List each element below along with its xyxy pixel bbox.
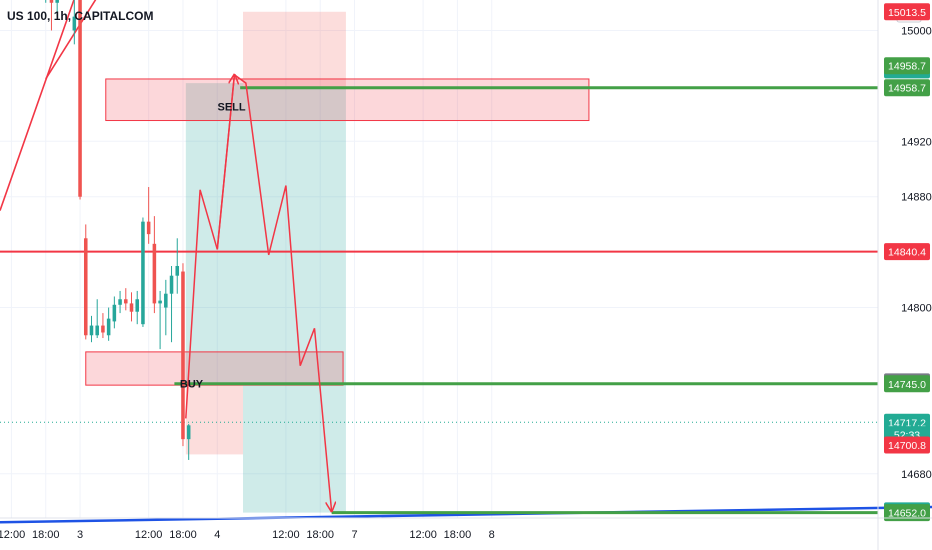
candle-body: [49, 0, 54, 3]
trendline: [0, 505, 932, 524]
price-tag: [884, 79, 930, 97]
candle-body: [152, 243, 157, 304]
candle-body: [158, 300, 162, 304]
price-tag-label: 14958.7: [888, 83, 926, 95]
price-tag: [884, 243, 930, 261]
price-tag: [884, 436, 930, 454]
candle-body: [55, 0, 59, 3]
candle-body: [146, 221, 151, 235]
price-tag-label: 14958.7: [888, 61, 926, 73]
zone-rect-sell: [105, 78, 590, 122]
candles: [45, 0, 191, 460]
price-tick-label: 14800.0: [901, 303, 932, 315]
time-tick-label: 12:00: [272, 529, 300, 541]
candle-body: [95, 325, 99, 336]
time-tick-label: 4: [214, 529, 220, 541]
candle-body: [106, 318, 111, 336]
zone-rect-buy: [85, 351, 344, 386]
trendline: [45, 0, 97, 80]
time-tick-label: 12:00: [0, 529, 25, 541]
price-tag: [884, 3, 930, 21]
price-tick-label: 14880.0: [901, 192, 932, 204]
candle-body: [89, 325, 94, 336]
price-tick-label: 14680.0: [901, 469, 932, 481]
zone-label-sell: SELL: [218, 102, 246, 114]
projection-polyline: [185, 73, 332, 511]
long-position-profit-zone: [185, 83, 244, 384]
candle-body: [135, 299, 139, 312]
candle-body: [124, 299, 128, 304]
candle-body: [78, 0, 82, 197]
candle-body: [72, 16, 77, 31]
chart-title-group: US 100, 1h, CAPITALCOM: [7, 9, 153, 23]
zone-labels: SELL BUY: [180, 102, 246, 391]
projection-path: [185, 73, 332, 511]
price-tick-label: 15000.0: [901, 25, 932, 37]
time-tick-label: 18:00: [306, 529, 334, 541]
chart-title: US 100, 1h, CAPITALCOM: [7, 9, 153, 23]
time-tick-label: 12:00: [135, 529, 163, 541]
short-position-stop-zone: [243, 11, 346, 88]
candle-body: [129, 303, 134, 312]
candle-body: [181, 271, 185, 440]
price-tick-label: 14920.0: [901, 136, 932, 148]
time-tick-label: 18:00: [32, 529, 60, 541]
time-tick-label: 18:00: [169, 529, 197, 541]
candle-body: [101, 325, 105, 333]
price-tag-label: 14652.0: [888, 508, 926, 520]
price-tag-label: 14840.4: [888, 247, 926, 259]
candle-body: [186, 425, 191, 440]
time-tick-label: 8: [489, 529, 495, 541]
time-tick-label: 3: [77, 529, 83, 541]
candle-body: [175, 265, 180, 276]
time-tick-label: 12:00: [409, 529, 437, 541]
price-axis[interactable]: 15000.014920.014880.014800.014680.0USD15…: [884, 3, 932, 522]
price-tag: [884, 57, 930, 75]
price-tag: [884, 504, 930, 522]
time-tick-label: 7: [351, 529, 357, 541]
zone-label-buy: BUY: [180, 379, 204, 391]
price-tag: [884, 375, 930, 393]
candle-body: [169, 275, 174, 294]
projection-peak-arrow: [216, 75, 234, 250]
candle-body: [112, 304, 117, 322]
candle-body: [118, 299, 122, 305]
drawings-lines: [0, 0, 932, 524]
candle-body: [83, 238, 88, 336]
grid: [0, 0, 878, 518]
drawings-zones: [85, 11, 590, 513]
trendline: [0, 0, 75, 211]
price-tag-label: 15013.5: [888, 7, 926, 19]
long-position-stop-zone: [185, 383, 244, 455]
candle-body: [141, 221, 145, 325]
price-tag-label: 14700.8: [888, 440, 926, 452]
price-tag-label: 14745.0: [888, 379, 926, 391]
candle-body: [164, 293, 168, 308]
time-tick-label: 18:00: [444, 529, 472, 541]
